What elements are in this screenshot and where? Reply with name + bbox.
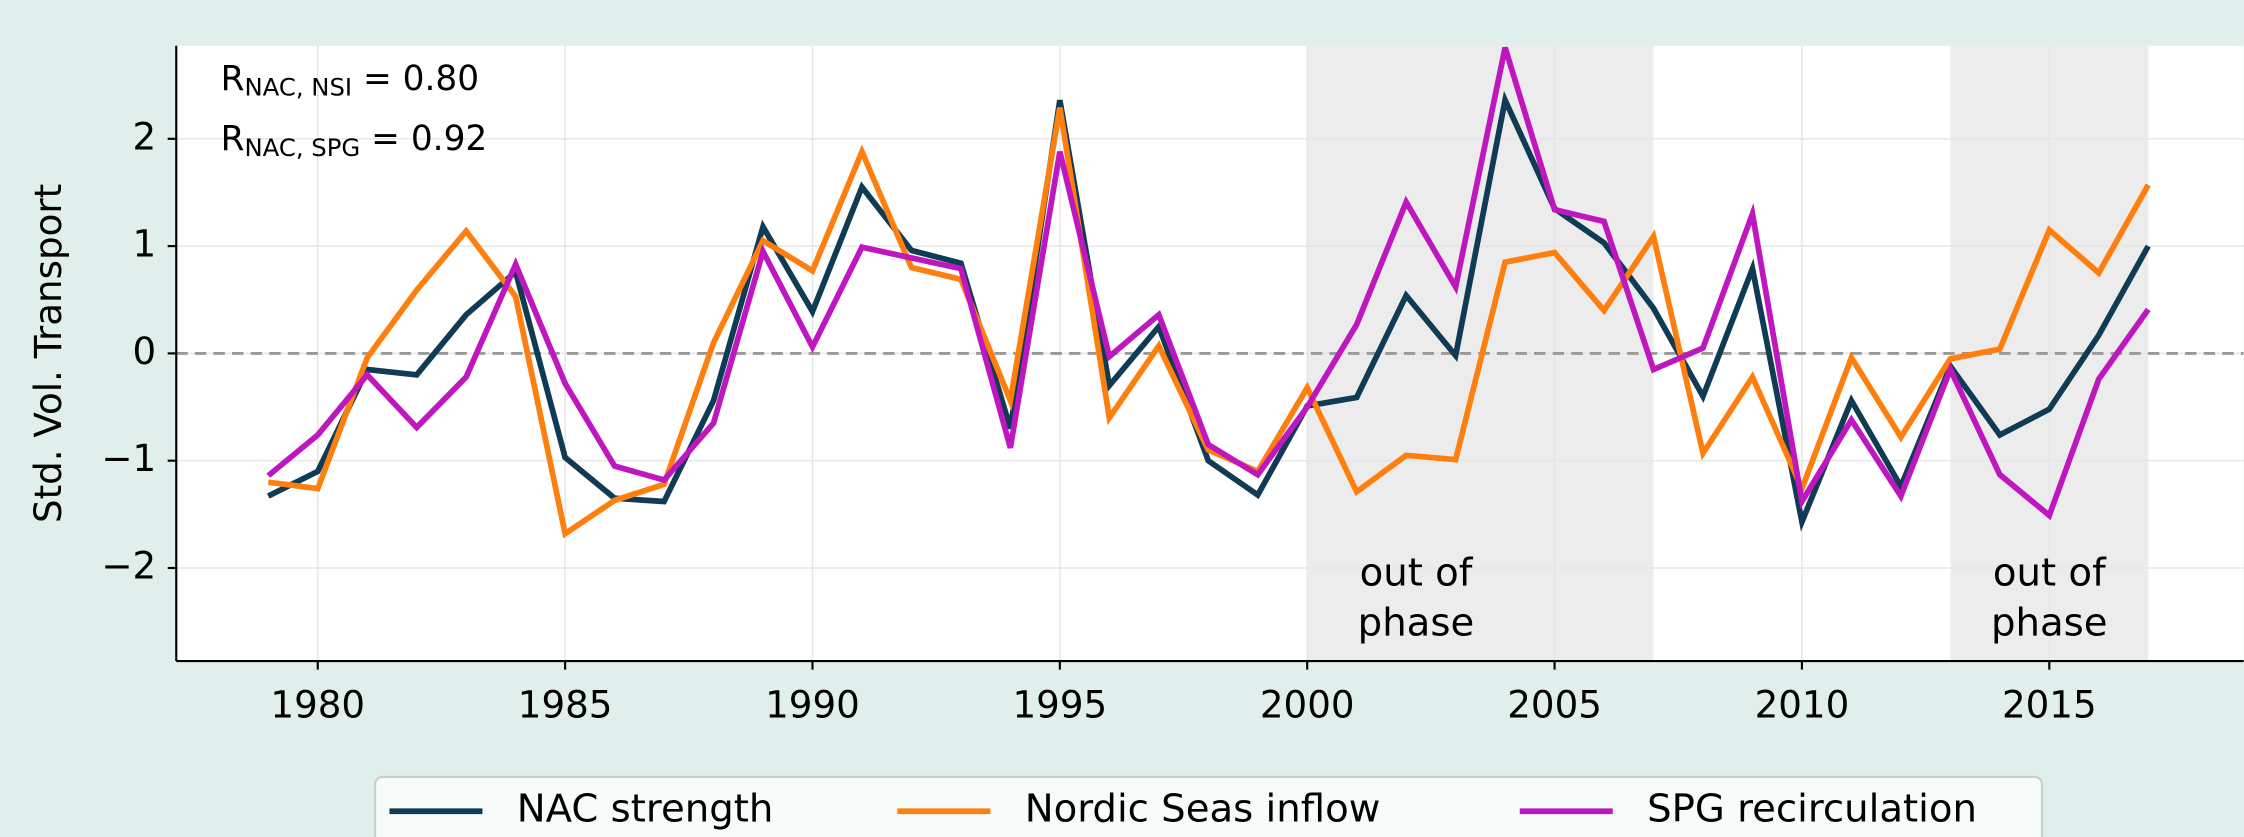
y-tick-label: 2 [133,114,157,158]
y-tick-label: 0 [133,329,157,373]
legend-label: Nordic Seas inflow [1025,787,1381,832]
annotation: RNAC, NSI = 0.80 [221,59,480,102]
legend-box [374,775,2044,837]
x-tick-label: 1990 [765,682,860,726]
annotation-main: R [221,59,245,99]
x-tick-label: 1985 [518,682,613,726]
x-tick-label: 2000 [1260,682,1355,726]
annotation-sub: NAC, NSI [244,73,352,102]
legend-label: SPG recirculation [1647,787,1977,832]
y-tick-label: −1 [101,436,156,480]
x-tick-label: 2005 [1507,682,1602,726]
y-axis-label: Std. Vol. Transport [26,184,70,523]
data-line [267,107,2151,539]
x-tick-label: 1995 [1013,682,1108,726]
annotation-rest: = 0.92 [360,119,487,159]
x-tick-label: 2015 [2002,682,2097,726]
data-line [267,90,2151,532]
data-line [266,46,2151,521]
annotation: RNAC, SPG = 0.92 [221,119,488,162]
y-tick-label: 1 [133,222,157,266]
y-tick-label: −2 [101,543,156,587]
span-label: out of [1993,551,2107,596]
annotation-rest: = 0.80 [352,59,479,99]
x-tick-label: 1980 [270,682,365,726]
annotation-sub: NAC, SPG [244,133,360,162]
annotation-main: R [221,119,245,159]
span-label: phase [1358,601,1475,646]
span-label: out of [1360,551,1474,596]
span-label: phase [1991,601,2108,646]
x-tick-label: 2010 [1755,682,1850,726]
legend-label: NAC strength [517,787,774,832]
